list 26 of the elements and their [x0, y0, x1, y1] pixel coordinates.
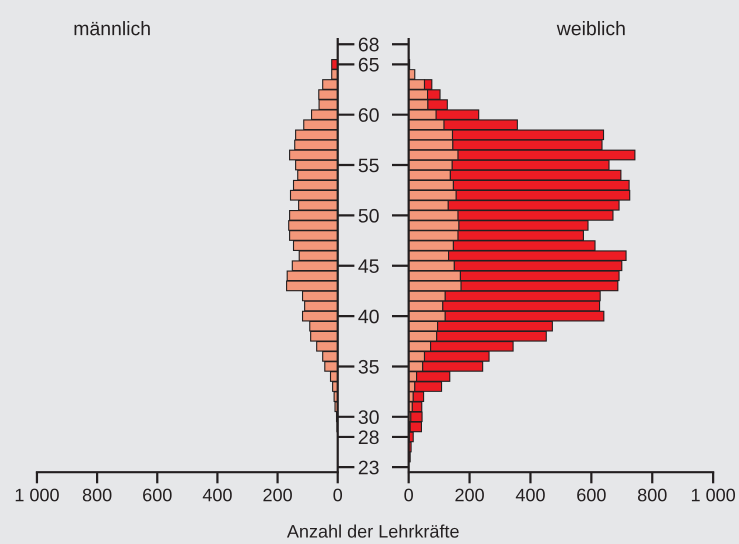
chart-title: männlich [74, 21, 150, 36]
x-tick-label: 800 [82, 488, 112, 502]
y-tick-label: 35 [358, 360, 379, 374]
x-tick-label: 600 [143, 488, 172, 502]
y-tick-label: 28 [358, 430, 379, 444]
x-tick-label: 400 [202, 488, 232, 502]
x-tick-label: 800 [638, 488, 667, 502]
y-tick-label: 60 [358, 108, 379, 122]
x-tick-label: 1 000 [692, 488, 736, 502]
x-tick-label: 200 [455, 488, 484, 502]
x-tick-label: 600 [577, 488, 606, 502]
x-axis-title: Anzahl der Lehrkräfte [286, 524, 459, 538]
x-tick-label: 400 [516, 488, 545, 502]
y-tick-label: 40 [358, 310, 379, 324]
x-tick-label: 0 [333, 488, 342, 502]
x-tick-label: 0 [404, 488, 413, 502]
y-tick-label: 50 [358, 208, 379, 223]
y-tick-label: 68 [358, 38, 379, 52]
y-tick-label: 30 [358, 410, 379, 424]
y-tick-label: 23 [358, 460, 379, 474]
chart-title: weiblich [556, 21, 625, 36]
y-tick-label: 45 [358, 259, 379, 273]
y-tick-label: 55 [358, 158, 379, 172]
x-tick-label: 200 [263, 488, 292, 502]
y-tick-label: 65 [358, 58, 379, 72]
x-tick-label: 1 000 [16, 488, 59, 502]
